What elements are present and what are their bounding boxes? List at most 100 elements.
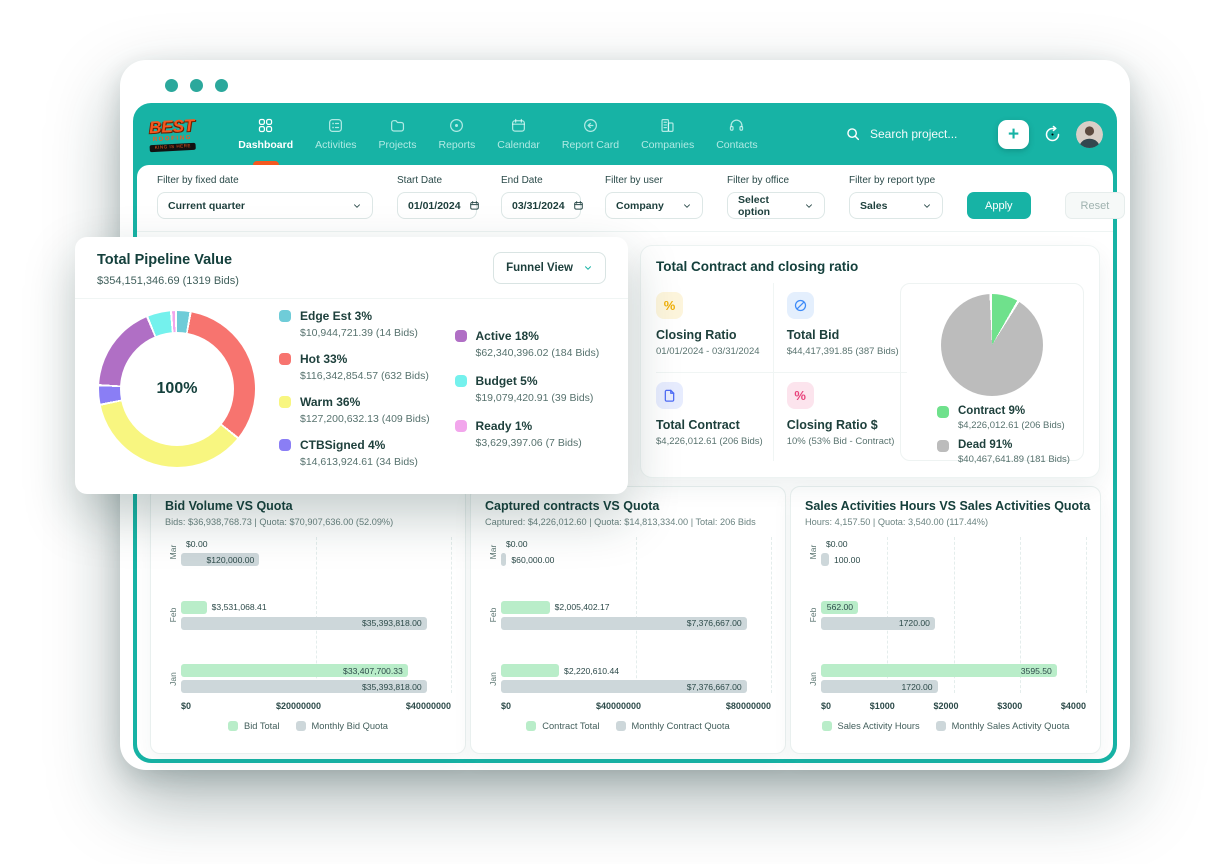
user-avatar[interactable]	[1076, 120, 1103, 148]
legend-label: Active 18%	[475, 328, 539, 343]
target-icon	[448, 117, 465, 134]
calendar-icon	[573, 200, 584, 211]
pipeline-legend-column: Active 18% $62,340,396.02 (184 Bids) Bud…	[454, 309, 609, 468]
nav-item-contacts[interactable]: Contacts	[705, 103, 768, 165]
legend-item-warm-36: Warm 36% $127,200,632.13 (409 Bids)	[279, 395, 433, 425]
legend-label: CTBSigned 4%	[300, 438, 386, 452]
reset-button[interactable]: Reset	[1064, 192, 1126, 219]
stat-value: $44,417,391.85 (387 Bids)	[786, 346, 899, 357]
brand-logo[interactable]: BEST ROOFING KING IS HERE	[148, 116, 197, 152]
bar-bid-total	[181, 600, 207, 614]
legend-swatch	[935, 721, 946, 731]
gridline	[1086, 537, 1087, 693]
top-navigation-bar: BEST ROOFING KING IS HERE Dashboard Acti…	[133, 103, 1117, 165]
chart-row-jan: Jan $33,407,700.33 $35,393,818.00	[165, 664, 451, 693]
sales-activities-chart-card: Sales Activities Hours VS Sales Activiti…	[790, 486, 1101, 754]
chart-legend-bid-total: Bid Total	[228, 721, 280, 731]
legend-label: Dead 91%	[958, 439, 1013, 451]
gridline	[1019, 537, 1021, 693]
bar-monthly-sales-activity-quota	[821, 553, 829, 566]
bid-volume-title: Bid Volume VS Quota	[165, 499, 293, 513]
filter-fixed-date-label: Filter by fixed date	[157, 175, 239, 186]
apply-button[interactable]: Apply	[967, 192, 1031, 219]
legend-texts: Dead 91% $40,467,641.89 (181 Bids)	[958, 439, 1070, 465]
office-select[interactable]: Select option	[727, 192, 825, 219]
stat-total-bid: Total Bid $44,417,391.85 (387 Bids)	[773, 283, 907, 373]
gridline	[887, 537, 889, 693]
pipeline-card-subtitle: $354,151,346.69 (1319 Bids)	[97, 275, 239, 287]
search-box	[845, 126, 984, 142]
bar-value-label: $60,000.00	[511, 554, 555, 565]
pipeline-card-titles: Total Pipeline Value $354,151,346.69 (13…	[97, 252, 239, 287]
bar-line: $7,376,667.00	[501, 680, 771, 693]
bar-value-label: 100.00	[833, 554, 861, 565]
nav-item-projects[interactable]: Projects	[368, 103, 428, 165]
nav-item-companies[interactable]: Companies	[630, 103, 705, 165]
headset-icon	[728, 117, 745, 134]
nav-item-calendar[interactable]: Calendar	[486, 103, 551, 165]
filter-report-type: Filter by report type Sales	[849, 175, 943, 219]
start-date-input[interactable]: 01/01/2024	[397, 192, 480, 219]
legend-value: $116,342,854.57 (632 Bids)	[300, 370, 429, 382]
total-pipeline-value-card: Total Pipeline Value $354,151,346.69 (13…	[75, 237, 628, 494]
window-dot-minimize[interactable]	[190, 79, 203, 92]
bar-value-label: $0.00	[826, 538, 848, 549]
nav-item-label: Projects	[378, 139, 417, 151]
legend-value: $14,613,924.61 (34 Bids)	[300, 456, 418, 468]
end-date-input[interactable]: 03/31/2024	[501, 192, 584, 219]
category-label: Jan	[168, 671, 178, 686]
refresh-history-icon[interactable]	[1043, 125, 1062, 144]
bar-contract-total	[501, 664, 560, 677]
report-type-select[interactable]: Sales	[849, 192, 943, 219]
legend-texts: Contract 9% $4,226,012.61 (206 Bids)	[958, 405, 1065, 431]
x-axis-tick: $2000	[933, 701, 959, 711]
calendar-icon	[469, 200, 480, 211]
nav-item-activities[interactable]: Activities	[304, 103, 367, 165]
search-input[interactable]	[868, 126, 984, 142]
funnel-view-select[interactable]: Funnel View	[493, 252, 606, 284]
gridline	[316, 537, 317, 693]
legend-swatch	[279, 396, 291, 408]
nav-item-reports[interactable]: Reports	[427, 103, 486, 165]
category-label: Feb	[168, 607, 178, 623]
nav-item-dashboard[interactable]: Dashboard	[227, 103, 304, 165]
bar-line: $0.00	[501, 537, 771, 550]
bid-volume-legend: Bid Total Monthly Bid Quota	[165, 721, 451, 731]
x-axis-tick: $40000000	[595, 701, 641, 711]
fixed-date-select[interactable]: Current quarter	[157, 192, 373, 219]
chevron-down-icon	[583, 263, 593, 273]
chevron-down-icon	[352, 201, 362, 211]
bar-line: $33,407,700.33	[181, 664, 451, 677]
office-select-value: Select option	[738, 193, 771, 218]
bar-monthly-bid-quota: $35,393,818.00	[181, 616, 427, 630]
captured-contracts-x-axis: $0 $40000000 $80000000	[501, 701, 771, 711]
bar-monthly-bid-quota: $120,000.00	[181, 553, 260, 566]
bar-monthly-contract-quota: $7,376,667.00	[501, 680, 747, 693]
chart-row-jan: Jan 3595.50 1720.00	[805, 664, 1086, 693]
user-select[interactable]: Company	[605, 192, 703, 219]
bar-monthly-bid-quota: $35,393,818.00	[181, 680, 427, 693]
x-axis-tick: $80000000	[725, 701, 771, 711]
bar-value-label: $0.00	[186, 538, 208, 549]
percent-icon: %	[656, 292, 683, 319]
nav-item-report-card[interactable]: Report Card	[551, 103, 630, 165]
category-label: Jan	[488, 671, 498, 686]
bar-monthly-sales-activity-quota: 1720.00	[821, 680, 938, 693]
legend-item-dead-91: Dead 91% $40,467,641.89 (181 Bids)	[937, 439, 1071, 465]
legend-value: $3,629,397.06 (7 Bids)	[475, 436, 582, 449]
pipeline-legend-column: Edge Est 3% $10,944,721.39 (14 Bids) Hot…	[279, 309, 433, 468]
bar-line: 100.00	[821, 553, 1086, 566]
bar-line: $3,531,068.41	[181, 600, 451, 614]
add-new-button[interactable]: +	[998, 119, 1029, 149]
sales-activities-subtitle: Hours: 4,157.50 | Quota: 3,540.00 (117.4…	[805, 517, 989, 527]
legend-item-hot-33: Hot 33% $116,342,854.57 (632 Bids)	[279, 352, 433, 382]
legend-swatch	[454, 329, 467, 342]
window-dot-maximize[interactable]	[215, 79, 228, 92]
bar-line: $0.00	[821, 537, 1086, 550]
filter-user-label: Filter by user	[605, 175, 663, 186]
bar-group: $0.00 100.00	[821, 537, 1086, 566]
window-dot-close[interactable]	[165, 79, 178, 92]
topbar-actions: +	[845, 119, 1103, 149]
start-date-value: 01/01/2024	[408, 199, 461, 212]
